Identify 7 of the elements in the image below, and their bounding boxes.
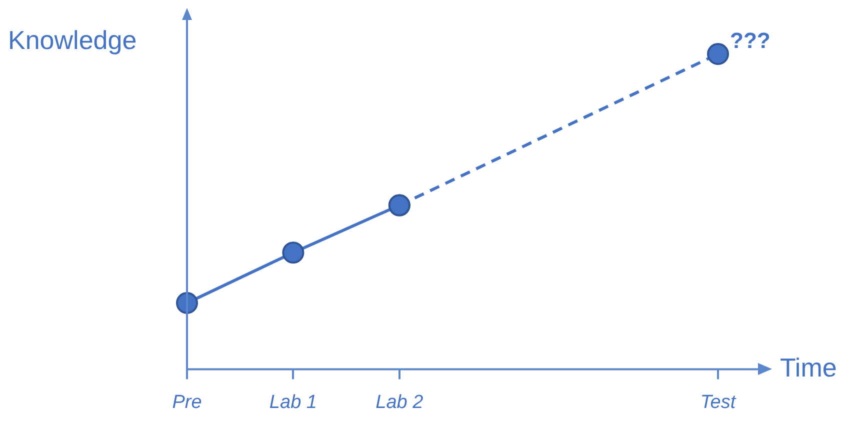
x-tick-label: Lab 2 [376, 392, 424, 413]
y-axis-title: Knowledge [8, 25, 137, 56]
x-tick-label: Test [700, 392, 736, 413]
annotation: ??? [730, 28, 770, 54]
x-axis-title: Time [780, 352, 837, 382]
x-tick-label: Lab 1 [269, 392, 317, 413]
x-tick-label: Pre [172, 392, 202, 413]
